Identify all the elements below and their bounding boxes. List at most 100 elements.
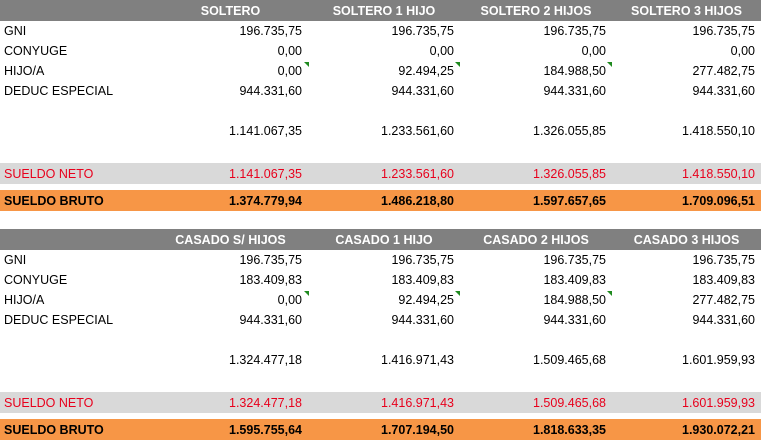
value-cell[interactable]: 196.735,75 xyxy=(543,253,606,267)
value-cell[interactable]: 1.486.218,80 xyxy=(381,193,454,208)
row-label[interactable]: GNI xyxy=(4,24,27,38)
salary-table-soltero: SOLTERO SOLTERO 1 HIJO SOLTERO 2 HIJOS S… xyxy=(0,0,761,211)
value-cell[interactable]: 196.735,75 xyxy=(543,24,606,38)
value-cell[interactable]: 0,00 xyxy=(153,61,309,81)
value-text: 92.494,25 xyxy=(398,64,454,78)
total-row: 1.324.477,18 1.416.971,43 1.509.465,68 1… xyxy=(0,350,761,370)
value-cell[interactable]: 184.988,50 xyxy=(460,61,612,81)
row-label[interactable]: SUELDO BRUTO xyxy=(4,193,104,208)
comment-marker-icon xyxy=(607,291,612,296)
table-row: GNI 196.735,75 196.735,75 196.735,75 196… xyxy=(0,21,761,41)
row-label[interactable]: HIJO/A xyxy=(4,293,45,307)
value-cell[interactable]: 92.494,25 xyxy=(308,61,460,81)
value-cell[interactable]: 196.735,75 xyxy=(692,253,755,267)
value-cell[interactable]: 1.709.096,51 xyxy=(682,193,755,208)
value-cell[interactable]: 1.601.959,93 xyxy=(682,395,755,410)
row-label[interactable]: SUELDO NETO xyxy=(4,395,94,410)
value-cell[interactable]: 944.331,60 xyxy=(543,313,606,327)
value-cell[interactable]: 277.482,75 xyxy=(692,293,755,307)
header-row: CASADO S/ HIJOS CASADO 1 HIJO CASADO 2 H… xyxy=(0,229,761,250)
table-row: CONYUGE 183.409,83 183.409,83 183.409,83… xyxy=(0,270,761,290)
comment-marker-icon xyxy=(455,291,460,296)
column-header[interactable]: CASADO 3 HIJOS xyxy=(633,232,740,247)
value-cell[interactable]: 944.331,60 xyxy=(239,84,302,98)
comment-marker-icon xyxy=(304,291,309,296)
value-cell[interactable]: 0,00 xyxy=(277,44,302,58)
value-cell[interactable]: 0,00 xyxy=(730,44,755,58)
value-cell[interactable]: 183.409,83 xyxy=(391,273,454,287)
value-cell[interactable]: 0,00 xyxy=(429,44,454,58)
value-cell[interactable]: 944.331,60 xyxy=(692,313,755,327)
value-cell[interactable]: 1.818.633,35 xyxy=(533,422,606,437)
value-cell[interactable]: 944.331,60 xyxy=(239,313,302,327)
value-cell[interactable]: 944.331,60 xyxy=(543,84,606,98)
value-cell[interactable]: 196.735,75 xyxy=(391,24,454,38)
value-cell[interactable]: 944.331,60 xyxy=(391,313,454,327)
column-header[interactable]: SOLTERO 3 HIJOS xyxy=(631,3,742,18)
value-cell[interactable]: 196.735,75 xyxy=(391,253,454,267)
value-cell[interactable]: 1.416.971,43 xyxy=(381,395,454,410)
empty-row xyxy=(0,370,761,392)
column-header[interactable]: CASADO 2 HIJOS xyxy=(483,232,589,247)
column-header[interactable]: CASADO S/ HIJOS xyxy=(175,232,286,247)
total-cell[interactable]: 1.233.561,60 xyxy=(381,124,454,138)
value-cell[interactable]: 196.735,75 xyxy=(692,24,755,38)
total-cell[interactable]: 1.601.959,93 xyxy=(682,353,755,367)
value-cell[interactable]: 1.326.055,85 xyxy=(533,166,606,181)
column-header[interactable]: SOLTERO 2 HIJOS xyxy=(480,3,592,18)
value-cell[interactable]: 183.409,83 xyxy=(543,273,606,287)
row-label[interactable]: SUELDO NETO xyxy=(4,166,94,181)
value-cell[interactable]: 183.409,83 xyxy=(692,273,755,287)
column-header[interactable]: SOLTERO 1 HIJO xyxy=(332,3,436,18)
value-cell[interactable]: 1.233.561,60 xyxy=(381,166,454,181)
value-cell[interactable]: 196.735,75 xyxy=(239,253,302,267)
value-cell[interactable]: 196.735,75 xyxy=(239,24,302,38)
total-cell[interactable]: 1.416.971,43 xyxy=(381,353,454,367)
value-cell[interactable]: 1.509.465,68 xyxy=(533,395,606,410)
row-label[interactable]: GNI xyxy=(4,253,27,267)
sueldo-bruto-row: SUELDO BRUTO 1.595.755,64 1.707.194,50 1… xyxy=(0,419,761,440)
total-cell[interactable]: 1.326.055,85 xyxy=(533,124,606,138)
value-text: 0,00 xyxy=(277,64,302,78)
table-row: HIJO/A 0,00 92.494,25 184.988,50 277.482… xyxy=(0,290,761,310)
total-cell[interactable]: 1.418.550,10 xyxy=(682,124,755,138)
value-cell[interactable]: 92.494,25 xyxy=(308,290,460,310)
total-cell[interactable]: 1.509.465,68 xyxy=(533,353,606,367)
value-cell[interactable]: 0,00 xyxy=(153,290,309,310)
value-cell[interactable]: 1.707.194,50 xyxy=(381,422,454,437)
table-row: HIJO/A 0,00 92.494,25 184.988,50 277.482… xyxy=(0,61,761,81)
table-row: GNI 196.735,75 196.735,75 196.735,75 196… xyxy=(0,250,761,270)
row-label[interactable]: CONYUGE xyxy=(4,44,68,58)
value-text: 184.988,50 xyxy=(543,293,606,307)
value-cell[interactable]: 1.141.067,35 xyxy=(229,166,302,181)
value-text: 92.494,25 xyxy=(398,293,454,307)
value-cell[interactable]: 1.930.072,21 xyxy=(682,422,755,437)
row-label[interactable]: HIJO/A xyxy=(4,64,45,78)
table-row: DEDUC ESPECIAL 944.331,60 944.331,60 944… xyxy=(0,81,761,101)
value-cell[interactable]: 1.597.657,65 xyxy=(533,193,606,208)
comment-marker-icon xyxy=(455,62,460,67)
comment-marker-icon xyxy=(304,62,309,67)
column-header[interactable]: CASADO 1 HIJO xyxy=(335,232,433,247)
value-cell[interactable]: 1.374.779,94 xyxy=(229,193,302,208)
value-cell[interactable]: 0,00 xyxy=(581,44,606,58)
total-cell[interactable]: 1.324.477,18 xyxy=(229,353,302,367)
value-cell[interactable]: 944.331,60 xyxy=(692,84,755,98)
value-cell[interactable]: 183.409,83 xyxy=(239,273,302,287)
column-header[interactable]: SOLTERO xyxy=(200,3,261,18)
table-row: CONYUGE 0,00 0,00 0,00 0,00 xyxy=(0,41,761,61)
value-cell[interactable]: 277.482,75 xyxy=(692,64,755,78)
table-row: DEDUC ESPECIAL 944.331,60 944.331,60 944… xyxy=(0,310,761,330)
row-label[interactable]: SUELDO BRUTO xyxy=(4,422,104,437)
total-cell[interactable]: 1.141.067,35 xyxy=(229,124,302,138)
row-label[interactable]: CONYUGE xyxy=(4,273,68,287)
value-cell[interactable]: 184.988,50 xyxy=(460,290,612,310)
value-cell[interactable]: 944.331,60 xyxy=(391,84,454,98)
sueldo-neto-row: SUELDO NETO 1.141.067,35 1.233.561,60 1.… xyxy=(0,163,761,184)
value-cell[interactable]: 1.418.550,10 xyxy=(682,166,755,181)
row-label[interactable]: DEDUC ESPECIAL xyxy=(4,313,114,327)
comment-marker-icon xyxy=(607,62,612,67)
row-label[interactable]: DEDUC ESPECIAL xyxy=(4,84,114,98)
value-cell[interactable]: 1.595.755,64 xyxy=(229,422,302,437)
value-cell[interactable]: 1.324.477,18 xyxy=(229,395,302,410)
